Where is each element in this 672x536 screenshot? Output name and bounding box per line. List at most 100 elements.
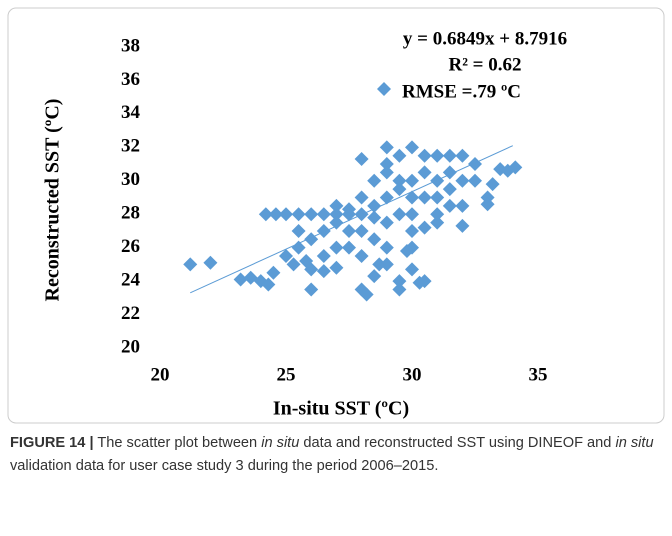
caption-text: data and reconstructed SST using DINEOF …	[299, 435, 616, 451]
point	[233, 272, 248, 287]
y-tick-label: 32	[121, 136, 140, 157]
point	[342, 223, 356, 238]
point	[405, 262, 419, 277]
point	[329, 260, 344, 275]
point	[329, 215, 344, 230]
point	[342, 202, 356, 217]
point	[329, 207, 344, 222]
point	[316, 207, 331, 222]
point	[417, 148, 432, 163]
point	[342, 240, 356, 255]
y-tick-label: 28	[121, 203, 140, 224]
point	[266, 265, 281, 280]
point	[455, 218, 470, 233]
point	[316, 223, 331, 238]
point	[430, 190, 445, 205]
point	[508, 160, 523, 175]
point	[455, 198, 470, 213]
point	[405, 223, 419, 238]
point	[258, 207, 273, 222]
point	[430, 215, 445, 230]
point	[430, 207, 445, 222]
point	[268, 207, 283, 222]
point	[183, 257, 198, 272]
point	[392, 182, 407, 197]
caption-text: The scatter plot between	[93, 435, 262, 451]
point	[417, 165, 432, 180]
point	[359, 287, 374, 302]
point	[379, 165, 394, 180]
point	[329, 240, 344, 255]
point	[354, 190, 369, 205]
point	[392, 282, 407, 297]
point	[304, 262, 319, 277]
y-tick-label: 26	[121, 236, 140, 257]
point	[392, 207, 407, 222]
point	[304, 207, 319, 222]
point	[399, 244, 414, 259]
point	[329, 198, 344, 213]
point	[286, 257, 301, 272]
point	[367, 198, 382, 213]
point	[485, 177, 500, 192]
trendline	[190, 145, 514, 294]
legend-marker	[377, 82, 391, 96]
point	[455, 148, 470, 163]
point	[372, 257, 387, 272]
y-tick-label: 24	[121, 269, 141, 290]
point	[405, 140, 419, 155]
point	[367, 269, 382, 284]
x-tick-label: 25	[277, 364, 296, 385]
frame	[7, 7, 665, 424]
y-tick-label: 36	[121, 69, 140, 90]
point	[279, 249, 293, 264]
point	[316, 264, 331, 279]
caption: FIGURE 14 | The scatter plot between in …	[10, 432, 660, 478]
point	[405, 207, 419, 222]
point	[304, 232, 319, 247]
x-tick-label: 20	[151, 364, 170, 385]
caption-label: FIGURE 14 |	[10, 435, 94, 451]
point	[367, 210, 382, 225]
point	[379, 140, 394, 155]
point	[442, 198, 457, 213]
point	[379, 157, 394, 172]
point	[480, 197, 495, 212]
point	[354, 223, 369, 238]
point	[379, 240, 394, 255]
point	[354, 152, 369, 167]
point	[367, 173, 382, 188]
point	[405, 173, 419, 188]
point	[379, 215, 394, 230]
point	[468, 157, 482, 172]
y-axis-title: Reconstructed SST (ºC)	[42, 99, 64, 302]
caption-text: validation data for user case study 3 du…	[10, 458, 439, 474]
x-tick-label: 35	[529, 364, 548, 385]
point	[392, 274, 407, 289]
point	[430, 173, 445, 188]
point	[442, 182, 457, 197]
caption-text: in situ	[261, 435, 300, 451]
point	[430, 148, 445, 163]
point	[354, 249, 369, 264]
y-tick-label: 20	[121, 336, 140, 357]
chart: y = 0.6849x + 8.7916 R² = 0.62 RMSE =.79…	[7, 7, 665, 424]
point	[417, 220, 432, 235]
annotation: y = 0.6849x + 8.7916	[403, 28, 567, 49]
point	[417, 190, 432, 205]
point	[405, 190, 419, 205]
point	[392, 173, 407, 188]
point	[442, 148, 457, 163]
point	[279, 207, 293, 222]
point	[203, 255, 218, 270]
point	[455, 173, 470, 188]
point	[367, 232, 382, 247]
x-tick-label: 30	[403, 364, 422, 385]
y-tick-label: 38	[121, 35, 140, 56]
point	[261, 277, 276, 292]
point	[291, 240, 306, 255]
point	[417, 274, 432, 289]
point	[379, 257, 394, 272]
caption-text: in situ	[615, 435, 654, 451]
